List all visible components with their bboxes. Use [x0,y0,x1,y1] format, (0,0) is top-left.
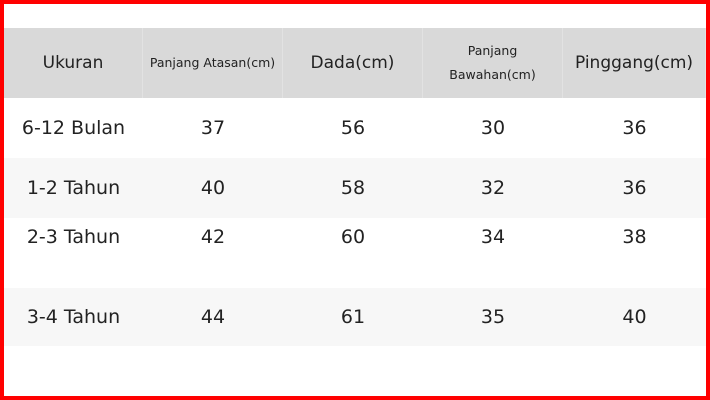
header-cell: Panjang Bawahan(cm) [423,28,563,98]
table-header: Ukuran Panjang Atasan(cm) Dada(cm) Panja… [4,28,706,98]
header-cell: Ukuran [4,28,143,98]
table-cell: 30 [480,117,506,139]
table-cell: 44 [200,306,226,328]
table-cell: 32 [480,177,506,199]
table-cell: 61 [340,306,366,328]
table-cell: 2-3 Tahun [26,226,121,248]
table-cell: 40 [200,177,226,199]
table-row: 3-4 Tahun 44 61 35 40 [4,288,706,346]
table-cell: 38 [622,226,647,248]
table-cell: 3-4 Tahun [26,306,121,328]
table-cell: 37 [200,117,226,139]
table-cell: 1-2 Tahun [26,177,121,199]
table-cell: 56 [340,117,366,139]
table-cell: 58 [340,177,366,199]
table-row: 6-12 Bulan 37 56 30 36 [4,98,706,158]
table-cell: 36 [622,117,647,139]
header-cell: Dada(cm) [283,28,423,98]
table-cell: 40 [622,306,647,328]
table-cell: 35 [480,306,506,328]
header-cell: Panjang Atasan(cm) [143,28,283,98]
table-cell: 36 [622,177,647,199]
table-cell: 60 [340,226,366,248]
table-row: 1-2 Tahun 40 58 32 36 [4,158,706,218]
header-cell: Pinggang(cm) [563,28,706,98]
table-cell: 42 [200,226,226,248]
table-row: 2-3 Tahun 42 60 34 38 [4,218,706,288]
table-cell: 6-12 Bulan [21,117,126,139]
table-cell: 34 [480,226,506,248]
